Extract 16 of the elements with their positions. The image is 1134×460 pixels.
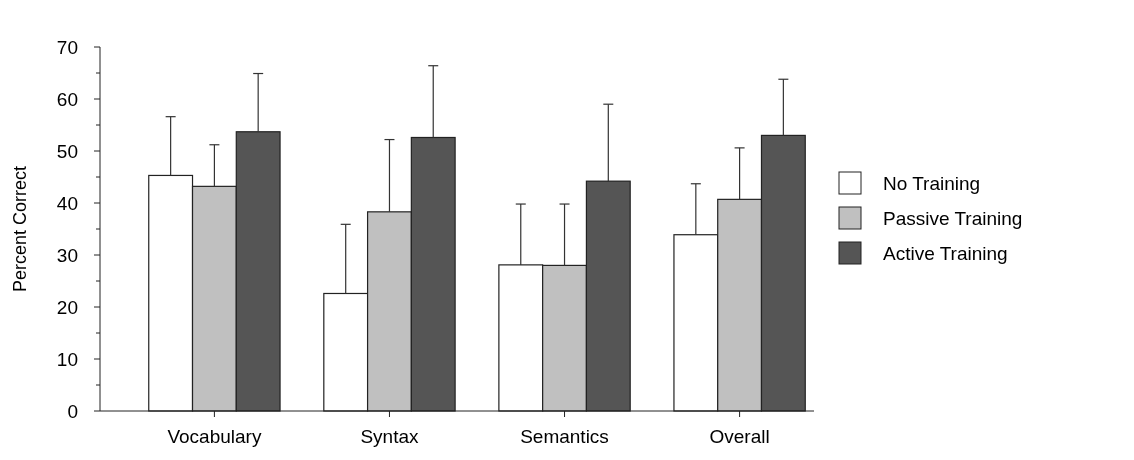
y-tick-label: 30 xyxy=(56,244,78,266)
x-tick-label: Vocabulary xyxy=(167,426,262,447)
y-tick-label: 20 xyxy=(56,296,78,318)
y-tick-label: 60 xyxy=(56,88,78,110)
y-tick-label: 40 xyxy=(56,192,78,214)
y-tick-label: 70 xyxy=(56,36,78,58)
legend-label: No Training xyxy=(883,172,981,194)
y-tick-label: 50 xyxy=(56,140,78,162)
legend-label: Active Training xyxy=(883,242,1008,264)
x-tick-label: Overall xyxy=(709,426,770,447)
legend-label: Passive Training xyxy=(883,207,1023,229)
y-tick-label: 0 xyxy=(67,400,78,422)
x-tick-label: Semantics xyxy=(520,426,609,447)
y-tick-label: 10 xyxy=(56,348,78,370)
y-axis-title: Percent Correct xyxy=(10,165,30,293)
x-tick-label: Syntax xyxy=(360,426,420,447)
